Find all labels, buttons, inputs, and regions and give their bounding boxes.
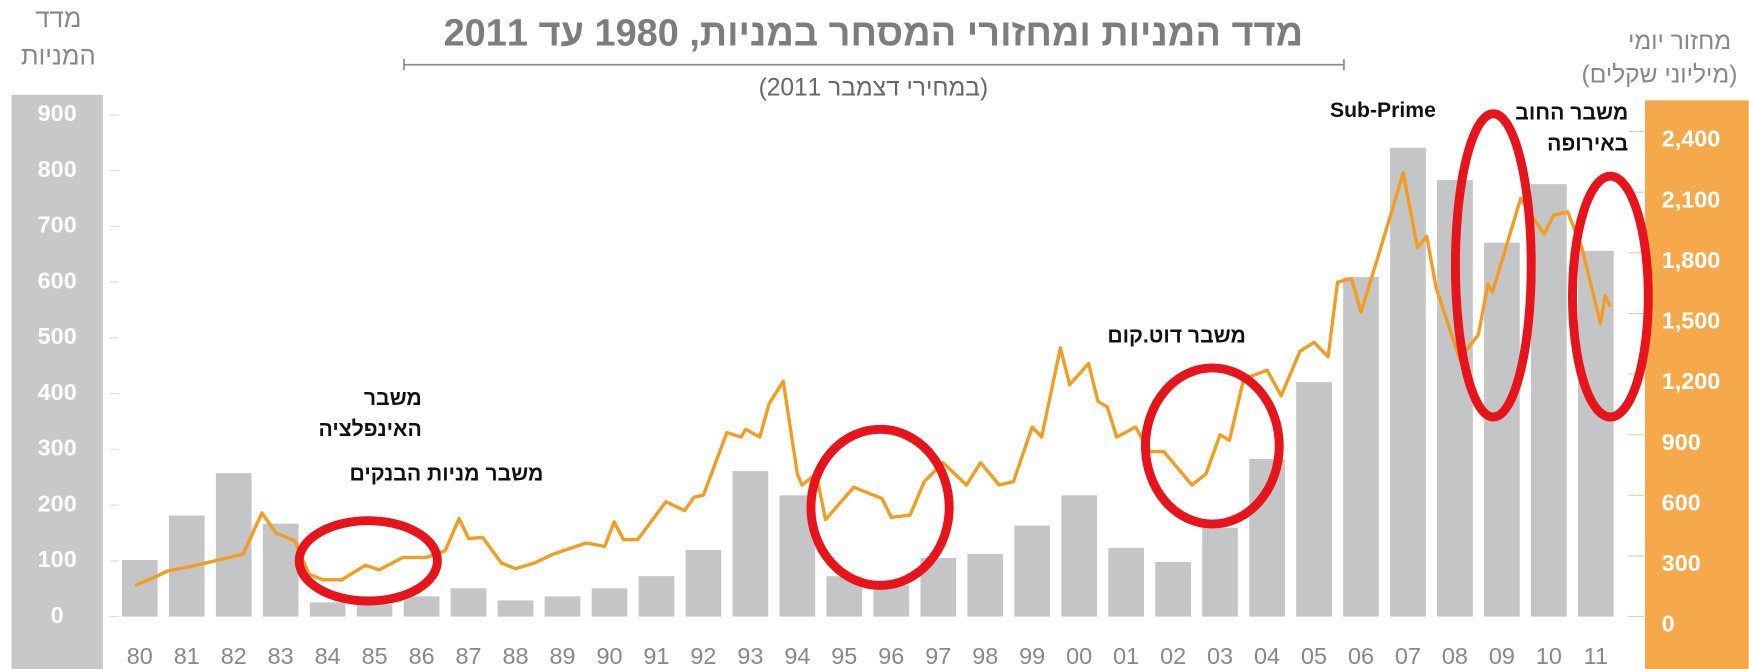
y-tick-label: 800 bbox=[38, 156, 77, 182]
x-tick-label: 89 bbox=[549, 643, 575, 669]
x-tick-label: 86 bbox=[409, 643, 435, 669]
annotation: משבר bbox=[364, 387, 422, 410]
annotation: משבר מניות הבנקים bbox=[350, 463, 544, 486]
x-tick-label: 90 bbox=[596, 643, 622, 669]
right-axis-band bbox=[1644, 100, 1749, 669]
x-tick-label: 06 bbox=[1348, 643, 1374, 669]
annotation: משבר דוט.קום bbox=[1107, 324, 1246, 347]
x-tick-label: 82 bbox=[221, 643, 247, 669]
y-axis-title: המניות bbox=[21, 43, 96, 71]
x-tick-label: 96 bbox=[878, 643, 904, 669]
x-tick-label: 97 bbox=[925, 643, 951, 669]
y2-tick-label: 2,400 bbox=[1662, 126, 1721, 152]
x-tick-label: 88 bbox=[503, 643, 529, 669]
x-tick-label: 91 bbox=[643, 643, 669, 669]
y-tick-label: 100 bbox=[38, 546, 77, 572]
bar bbox=[309, 602, 346, 617]
annotation: משבר החוב bbox=[1515, 101, 1628, 124]
x-tick-label: 80 bbox=[127, 643, 153, 669]
bar bbox=[262, 523, 299, 617]
bar bbox=[1484, 242, 1520, 617]
x-tick-label: 83 bbox=[268, 643, 294, 669]
bar bbox=[1343, 277, 1379, 617]
x-tick-label: 94 bbox=[784, 643, 810, 669]
x-tick-label: 00 bbox=[1066, 643, 1092, 669]
y2-tick-label: 900 bbox=[1662, 429, 1701, 455]
bar bbox=[967, 553, 1004, 617]
chart-title: מדד המניות ומחזורי המסחר במניות, 1980 עד… bbox=[444, 13, 1304, 55]
y-axis-title: מדד bbox=[35, 5, 81, 33]
y2-tick-label: 600 bbox=[1662, 489, 1701, 515]
bar bbox=[638, 576, 675, 617]
y-tick-label: 700 bbox=[38, 212, 77, 238]
annotation: באירופה bbox=[1547, 133, 1628, 156]
annotation: האינפלציה bbox=[318, 418, 421, 441]
y-tick-label: 900 bbox=[38, 100, 77, 126]
x-tick-label: 10 bbox=[1536, 643, 1562, 669]
chart-subtitle: (במחירי דצמבר 2011) bbox=[759, 75, 989, 102]
y2-tick-label: 1,500 bbox=[1662, 308, 1721, 334]
x-tick-label: 05 bbox=[1301, 643, 1327, 669]
highlight-ellipses bbox=[294, 109, 1653, 606]
x-tick-label: 92 bbox=[690, 643, 716, 669]
bar bbox=[356, 604, 393, 617]
y2-tick-label: 1,800 bbox=[1662, 247, 1721, 273]
bar bbox=[1296, 382, 1332, 617]
title-rule bbox=[403, 59, 1345, 71]
x-tick-label: 84 bbox=[315, 643, 341, 669]
x-tick-label: 99 bbox=[1019, 643, 1045, 669]
bar bbox=[1531, 184, 1567, 617]
x-tick-label: 85 bbox=[362, 643, 388, 669]
bar bbox=[873, 585, 910, 617]
x-tick-label: 81 bbox=[174, 643, 200, 669]
y2-axis-title: (מיליוני שקלים) bbox=[1582, 61, 1738, 88]
bar bbox=[1202, 527, 1238, 617]
bar bbox=[450, 588, 487, 617]
x-tick-label: 98 bbox=[972, 643, 998, 669]
bar bbox=[1061, 495, 1098, 617]
y2-axis-title: מחזור יומי bbox=[1628, 28, 1731, 55]
x-tick-label: 01 bbox=[1113, 643, 1139, 669]
y-tick-label: 200 bbox=[38, 490, 77, 516]
y2-tick-label: 0 bbox=[1662, 611, 1675, 637]
bar bbox=[121, 560, 158, 617]
bar bbox=[544, 596, 581, 617]
y-tick-label: 0 bbox=[51, 602, 64, 628]
bar bbox=[1108, 547, 1144, 617]
x-tick-label: 09 bbox=[1489, 643, 1515, 669]
y-tick-label: 400 bbox=[38, 379, 77, 405]
y2-tick-label: 300 bbox=[1662, 550, 1701, 576]
left-axis-band bbox=[11, 94, 103, 669]
bar bbox=[497, 600, 534, 617]
x-tick-label: 11 bbox=[1584, 643, 1608, 669]
y2-tick-label: 1,200 bbox=[1662, 368, 1721, 394]
x-tick-label: 95 bbox=[831, 643, 857, 669]
y-tick-label: 300 bbox=[38, 435, 77, 461]
x-tick-label: 02 bbox=[1160, 643, 1186, 669]
y2-tick-label: 2,100 bbox=[1662, 186, 1721, 212]
x-tick-label: 87 bbox=[456, 643, 482, 669]
x-tick-label: 03 bbox=[1207, 643, 1233, 669]
x-tick-label: 08 bbox=[1442, 643, 1468, 669]
bar bbox=[591, 588, 628, 617]
bar bbox=[1577, 250, 1614, 617]
bar bbox=[1155, 562, 1191, 617]
y-tick-label: 600 bbox=[38, 267, 77, 293]
bar bbox=[1014, 525, 1051, 617]
y-tick-label: 500 bbox=[38, 323, 77, 349]
x-tick-label: 93 bbox=[737, 643, 763, 669]
bar bbox=[403, 596, 440, 617]
bar bbox=[732, 471, 769, 617]
bar bbox=[1390, 147, 1426, 617]
x-tick-label: 07 bbox=[1395, 643, 1421, 669]
annotation: Sub-Prime bbox=[1330, 99, 1436, 122]
x-tick-label: 04 bbox=[1254, 643, 1280, 669]
bar bbox=[685, 549, 722, 617]
